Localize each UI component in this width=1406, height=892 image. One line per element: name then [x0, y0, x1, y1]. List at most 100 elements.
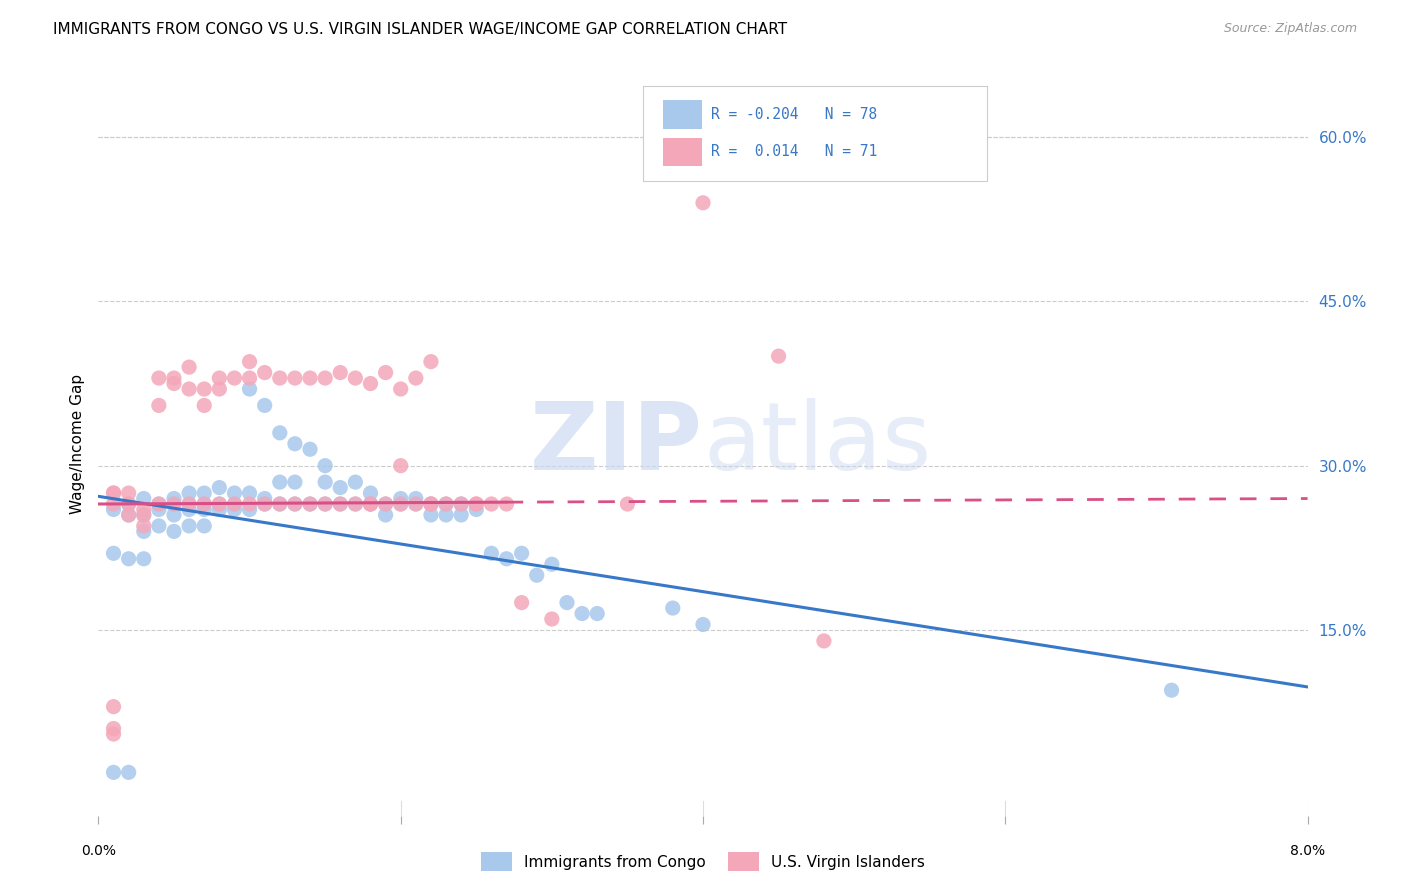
Point — [374, 497, 396, 511]
Point — [389, 458, 412, 473]
Point — [360, 486, 382, 500]
Point — [314, 475, 336, 489]
Point — [420, 354, 443, 368]
Point — [239, 354, 262, 368]
Point — [103, 497, 125, 511]
Point — [571, 607, 593, 621]
Point — [344, 371, 367, 385]
Point — [344, 475, 367, 489]
Point — [405, 497, 427, 511]
Point — [103, 765, 125, 780]
Point — [103, 502, 125, 516]
Bar — [664, 137, 702, 166]
Point — [510, 546, 533, 560]
Text: R = -0.204   N = 78: R = -0.204 N = 78 — [711, 107, 877, 122]
Point — [132, 519, 155, 533]
Point — [132, 491, 155, 506]
Point — [163, 524, 186, 539]
Point — [360, 376, 382, 391]
Text: R =  0.014   N = 71: R = 0.014 N = 71 — [711, 145, 877, 160]
Point — [284, 497, 307, 511]
Point — [118, 486, 141, 500]
Point — [193, 486, 215, 500]
Point — [224, 371, 246, 385]
Point — [118, 551, 141, 566]
Point — [510, 596, 533, 610]
Point — [344, 497, 367, 511]
Point — [299, 442, 322, 457]
Point — [420, 508, 443, 522]
Point — [179, 382, 201, 396]
Point — [284, 371, 307, 385]
Point — [148, 497, 170, 511]
Text: 8.0%: 8.0% — [1291, 844, 1324, 857]
Point — [103, 727, 125, 741]
Point — [103, 722, 125, 736]
Point — [481, 546, 503, 560]
Point — [374, 497, 396, 511]
Point — [299, 371, 322, 385]
Point — [148, 519, 170, 533]
Point — [344, 497, 367, 511]
Point — [314, 458, 336, 473]
Point — [253, 497, 276, 511]
Point — [118, 508, 141, 522]
Point — [224, 502, 246, 516]
Point — [284, 497, 307, 511]
Point — [208, 481, 231, 495]
Point — [1160, 683, 1182, 698]
Point — [450, 497, 472, 511]
Point — [208, 371, 231, 385]
Point — [103, 486, 125, 500]
Point — [465, 497, 488, 511]
Point — [148, 502, 170, 516]
Point — [179, 486, 201, 500]
Point — [540, 558, 562, 572]
Point — [239, 382, 262, 396]
Point — [103, 546, 125, 560]
Point — [269, 475, 291, 489]
Point — [434, 497, 457, 511]
Point — [661, 601, 683, 615]
Point — [193, 519, 215, 533]
Point — [224, 497, 246, 511]
Point — [239, 502, 262, 516]
Point — [389, 382, 412, 396]
Point — [132, 551, 155, 566]
Point — [179, 497, 201, 511]
Point — [329, 497, 352, 511]
Point — [374, 366, 396, 380]
Point — [450, 508, 472, 522]
Point — [179, 360, 201, 375]
Text: 0.0%: 0.0% — [82, 844, 115, 857]
Text: atlas: atlas — [703, 398, 931, 490]
Point — [434, 508, 457, 522]
Point — [434, 497, 457, 511]
Point — [148, 399, 170, 413]
Point — [450, 497, 472, 511]
Point — [208, 497, 231, 511]
Point — [314, 371, 336, 385]
Point — [299, 497, 322, 511]
Point — [586, 607, 609, 621]
Legend: Immigrants from Congo, U.S. Virgin Islanders: Immigrants from Congo, U.S. Virgin Islan… — [475, 847, 931, 877]
Point — [193, 497, 215, 511]
Point — [555, 596, 578, 610]
Point — [420, 497, 443, 511]
Y-axis label: Wage/Income Gap: Wage/Income Gap — [69, 374, 84, 514]
Point — [405, 497, 427, 511]
Point — [253, 497, 276, 511]
Point — [465, 502, 488, 516]
Point — [253, 399, 276, 413]
Point — [193, 502, 215, 516]
Point — [813, 634, 835, 648]
Point — [163, 497, 186, 511]
Point — [239, 371, 262, 385]
Point — [163, 491, 186, 506]
Point — [118, 497, 141, 511]
Point — [269, 497, 291, 511]
Point — [179, 519, 201, 533]
Point — [299, 497, 322, 511]
Point — [118, 497, 141, 511]
Point — [329, 366, 352, 380]
